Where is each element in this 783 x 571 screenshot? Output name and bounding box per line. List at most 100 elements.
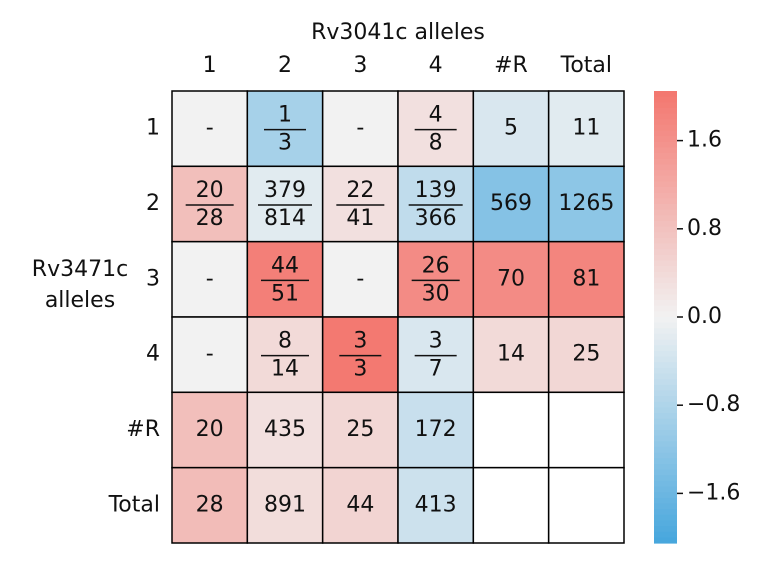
cell-denominator: 7 [429, 357, 443, 382]
colorbar-segment [654, 322, 677, 329]
colorbar-segment [654, 102, 677, 109]
colorbar-segment [654, 537, 677, 544]
colorbar-segment [654, 497, 677, 505]
cell [321, 466, 399, 544]
colorbar-segment [654, 170, 677, 177]
colorbar-segment [654, 91, 677, 98]
cell [547, 240, 625, 318]
colorbar-segment [654, 136, 677, 143]
colorbar-segment [654, 266, 677, 273]
cell-label: 172 [415, 417, 457, 442]
colorbar-segment [654, 119, 677, 126]
cell [246, 165, 324, 243]
colorbar-segment [654, 96, 677, 103]
colorbar-segment [654, 503, 677, 510]
colorbar-segment [654, 458, 677, 465]
colorbar-segment [654, 243, 677, 250]
y-tick-label: Total [108, 492, 160, 517]
colorbar-segment [654, 209, 677, 216]
colorbar-segment [654, 356, 677, 363]
y-tick-label: 1 [146, 116, 160, 141]
cell [321, 165, 399, 243]
colorbar-segment [654, 249, 677, 256]
colorbar-tick-label: 1.6 [687, 128, 722, 153]
cell-label: 70 [497, 266, 525, 291]
colorbar-segment [654, 401, 677, 408]
cell-numerator: 44 [271, 253, 299, 278]
colorbar-segment [654, 288, 677, 295]
colorbar-segment [654, 424, 677, 431]
cell-label: - [206, 266, 214, 291]
cell [246, 90, 324, 168]
colorbar-segment [654, 141, 677, 149]
cell-label: 28 [196, 492, 224, 517]
colorbar-segment [654, 107, 677, 115]
cell-numerator: 8 [278, 329, 292, 354]
colorbar-segment [654, 452, 677, 459]
colorbar-tick-label: 0.8 [687, 216, 722, 241]
cell-denominator: 814 [264, 206, 306, 231]
colorbar-segment [654, 271, 677, 279]
cell-denominator: 3 [353, 357, 367, 382]
colorbar-segment [654, 311, 677, 318]
x-tick-label: #R [494, 53, 528, 78]
colorbar-segment [654, 300, 677, 307]
cell [171, 240, 249, 318]
colorbar-segment [654, 362, 677, 369]
cell-label: 569 [490, 191, 532, 216]
x-tick-label: 3 [353, 53, 367, 78]
colorbar-segment [654, 175, 677, 182]
colorbar-segment [654, 379, 677, 386]
x-tick-label: 1 [203, 53, 217, 78]
cell-denominator: 14 [271, 357, 299, 382]
empty-cell [472, 391, 550, 469]
colorbar-segment [654, 215, 677, 222]
colorbar-segment [654, 413, 677, 420]
colorbar-segment [654, 124, 677, 132]
cell-label: 44 [346, 492, 374, 517]
cell-label: 1265 [558, 191, 614, 216]
colorbar-segment [654, 350, 677, 358]
x-tick-label: 4 [429, 53, 443, 78]
cell [547, 165, 625, 243]
cell-label: 435 [264, 417, 306, 442]
y-tick-label: 2 [146, 191, 160, 216]
colorbar-segment [654, 277, 677, 284]
cell [397, 466, 475, 544]
colorbar-segment [654, 283, 677, 290]
colorbar-segment [654, 305, 677, 312]
y-tick-label: 3 [146, 266, 160, 291]
colorbar-segment [654, 526, 677, 533]
cell-label: 25 [572, 342, 600, 367]
colorbar-tick-label: −1.6 [687, 480, 740, 505]
cell [472, 240, 550, 318]
colorbar-segment [654, 328, 677, 335]
empty-cell [547, 391, 625, 469]
colorbar-segment [654, 339, 677, 346]
cell-denominator: 41 [346, 206, 374, 231]
x-tick-label: Total [560, 53, 612, 78]
cell [321, 240, 399, 318]
cell-numerator: 3 [429, 329, 443, 354]
colorbar-segment [654, 192, 677, 199]
cell-numerator: 139 [415, 178, 457, 203]
cell-label: - [206, 116, 214, 141]
cell-numerator: 4 [429, 103, 443, 128]
cell-numerator: 1 [278, 103, 292, 128]
colorbar-segment [654, 317, 677, 324]
colorbar-segment [654, 463, 677, 471]
colorbar-segment [654, 492, 677, 499]
cell [321, 391, 399, 469]
empty-cell [547, 466, 625, 544]
cell-denominator: 8 [429, 131, 443, 156]
colorbar-segment [654, 384, 677, 392]
cell-label: 5 [504, 116, 518, 141]
colorbar-segment [654, 435, 677, 442]
colorbar-segment [654, 345, 677, 352]
cell [472, 165, 550, 243]
colorbar-segment [654, 220, 677, 228]
empty-cell [472, 466, 550, 544]
colorbar-segment [654, 187, 677, 194]
cell [171, 316, 249, 394]
